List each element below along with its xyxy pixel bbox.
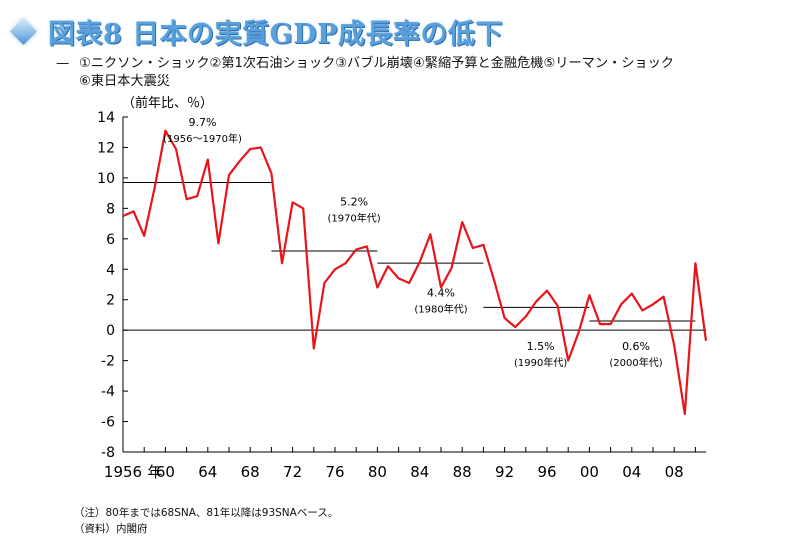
- y-tick-label: 8: [106, 201, 115, 217]
- y-tick-label: 2: [106, 293, 115, 309]
- x-tick-label: 88: [453, 463, 472, 481]
- x-tick-label: 96: [537, 463, 556, 481]
- reference-labels: 9.7% (1956～1970年) 5.2% (1970年代) 4.4% (1980年代)…: [163, 116, 663, 369]
- y-tick-label: -4: [101, 384, 115, 400]
- reference-label-period: (1980年代): [414, 303, 467, 316]
- x-tick-label: 04: [622, 463, 641, 481]
- chart-title: 図表8 日本の実質GDP成長率の低下: [48, 19, 503, 50]
- x-tick-label: 00: [580, 463, 599, 481]
- x-tick-label: 84: [410, 463, 429, 481]
- footnote-sna: （注）80年までは68SNA、81年以降は93SNAベース。: [74, 507, 339, 519]
- y-axis: -8 -6 -4 -2 0 2 4 6 8 10 12 14: [97, 110, 706, 461]
- y-tick-label: 4: [106, 262, 115, 278]
- x-tick-label: 76: [325, 463, 344, 481]
- reference-label-period: (2000年代): [609, 356, 662, 369]
- event-legend: — ①ニクソン・ショック②第1次石油ショック③バブル崩壊④緊縮予算と金融危機⑤リー…: [56, 55, 756, 91]
- gdp-growth-line: [122, 129, 708, 415]
- reference-label-period: (1956～1970年): [163, 132, 242, 145]
- y-tick-label: 12: [97, 140, 115, 156]
- y-tick-label: -8: [101, 445, 115, 461]
- reference-label-value: 9.7%: [189, 116, 217, 129]
- x-axis-unit-label: 年: [147, 463, 162, 481]
- y-axis-label: （前年比、％）: [122, 95, 213, 111]
- reference-label-period: (1970年代): [327, 211, 380, 224]
- footnote-source: （資料）内閣府: [74, 523, 148, 535]
- x-axis: 1956 60 64 68 72 76 80 84 88 92 96 00 04 08: [104, 447, 706, 481]
- reference-label-value: 5.2%: [340, 195, 368, 208]
- legend-dash: —: [56, 56, 70, 71]
- x-tick-label: 80: [368, 463, 387, 481]
- x-tick-label: 92: [495, 463, 514, 481]
- x-tick-label: 60: [156, 463, 175, 481]
- reference-label-value: 0.6%: [622, 340, 650, 353]
- x-tick-label: 64: [198, 463, 217, 481]
- x-tick-label: 08: [665, 463, 684, 481]
- x-tick-label: 72: [283, 463, 302, 481]
- y-tick-label: 0: [106, 323, 115, 339]
- reference-label-value: 1.5%: [527, 340, 555, 353]
- x-tick-label: 1956: [104, 463, 142, 481]
- y-tick-label: -2: [101, 354, 115, 370]
- footnotes: （注）80年までは68SNA、81年以降は93SNAベース。 （資料）内閣府: [74, 505, 338, 537]
- y-tick-label: -6: [101, 415, 115, 431]
- reference-label-value: 4.4%: [427, 287, 455, 300]
- x-tick-label: 68: [241, 463, 260, 481]
- series-layer: [122, 129, 708, 415]
- reference-lines: [123, 181, 696, 322]
- reference-label-period: (1990年代): [514, 356, 567, 369]
- event-legend-row-1: — ①ニクソン・ショック②第1次石油ショック③バブル崩壊④緊縮予算と金融危機⑤リー…: [56, 55, 756, 73]
- event-legend-line-2: ⑥東日本大震災: [79, 74, 170, 89]
- event-legend-line-1: ①ニクソン・ショック②第1次石油ショック③バブル崩壊④緊縮予算と金融危機⑤リーマ…: [79, 56, 674, 71]
- y-tick-label: 6: [106, 232, 115, 248]
- y-tick-label: 14: [97, 110, 115, 126]
- y-tick-label: 10: [97, 171, 115, 187]
